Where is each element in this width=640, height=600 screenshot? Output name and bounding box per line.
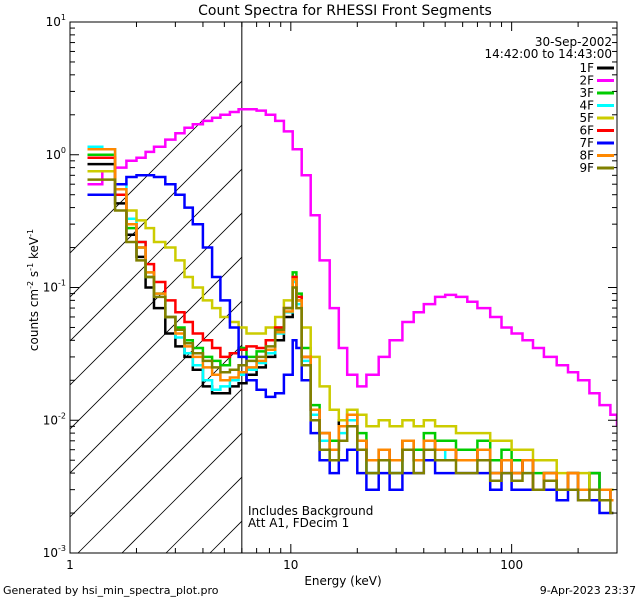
legend-label: 4F	[579, 99, 594, 113]
axis-ticks	[69, 21, 618, 554]
y-tick-label: 100	[46, 146, 66, 162]
chart-title: Count Spectra for RHESSI Front Segments	[198, 3, 492, 19]
hatch-line	[121, 432, 242, 553]
y-tick-label: 10-1	[43, 279, 66, 295]
legend-label: 3F	[579, 86, 594, 100]
series-line-2F	[87, 108, 617, 427]
hatch-line	[70, 344, 242, 518]
x-axis-label: Energy (keV)	[304, 574, 381, 588]
legend-label: 2F	[579, 74, 594, 88]
legend-label: 7F	[579, 136, 594, 150]
legend-label: 5F	[579, 111, 594, 125]
legend-label: 6F	[579, 124, 594, 138]
x-tick-label: 10	[283, 558, 298, 572]
hatch-line	[70, 212, 242, 386]
hatch-line	[70, 124, 242, 298]
axis-tick-labels: 1 10 100 10-3 10-2 10-1 100 101	[43, 13, 523, 572]
hatch-line	[70, 256, 242, 430]
y-axis-label: counts cm-2 s-1 keV-1	[26, 229, 41, 351]
date-label: 30-Sep-2002	[535, 35, 612, 49]
y-tick-label: 10-2	[43, 411, 66, 427]
legend-label: 9F	[579, 161, 594, 175]
annotation-attenuator: Att A1, FDecim 1	[248, 516, 349, 530]
hatch-line	[70, 300, 242, 474]
annotation-background: Includes Background	[248, 504, 373, 518]
y-tick-label: 101	[46, 13, 66, 29]
footer-timestamp: 9-Apr-2023 23:37	[540, 584, 636, 597]
time-range-label: 14:42:00 to 14:43:00	[485, 47, 612, 61]
hatch-line	[70, 168, 242, 342]
x-tick-label: 100	[500, 558, 523, 572]
hatch-line	[70, 80, 242, 254]
series-line-5F	[87, 170, 614, 491]
hatched-region	[70, 0, 640, 553]
x-tick-label: 1	[66, 558, 74, 572]
footer-generated-by: Generated by hsi_min_spectra_plot.pro	[3, 584, 219, 597]
series-layer	[87, 108, 617, 515]
hatch-line	[77, 388, 242, 553]
y-tick-label: 10-3	[43, 544, 66, 560]
series-line-7F	[87, 174, 614, 515]
legend-label: 8F	[579, 149, 594, 163]
hatch-line	[430, 0, 640, 553]
legend-label: 1F	[579, 61, 594, 75]
series-line-9F	[87, 178, 614, 515]
